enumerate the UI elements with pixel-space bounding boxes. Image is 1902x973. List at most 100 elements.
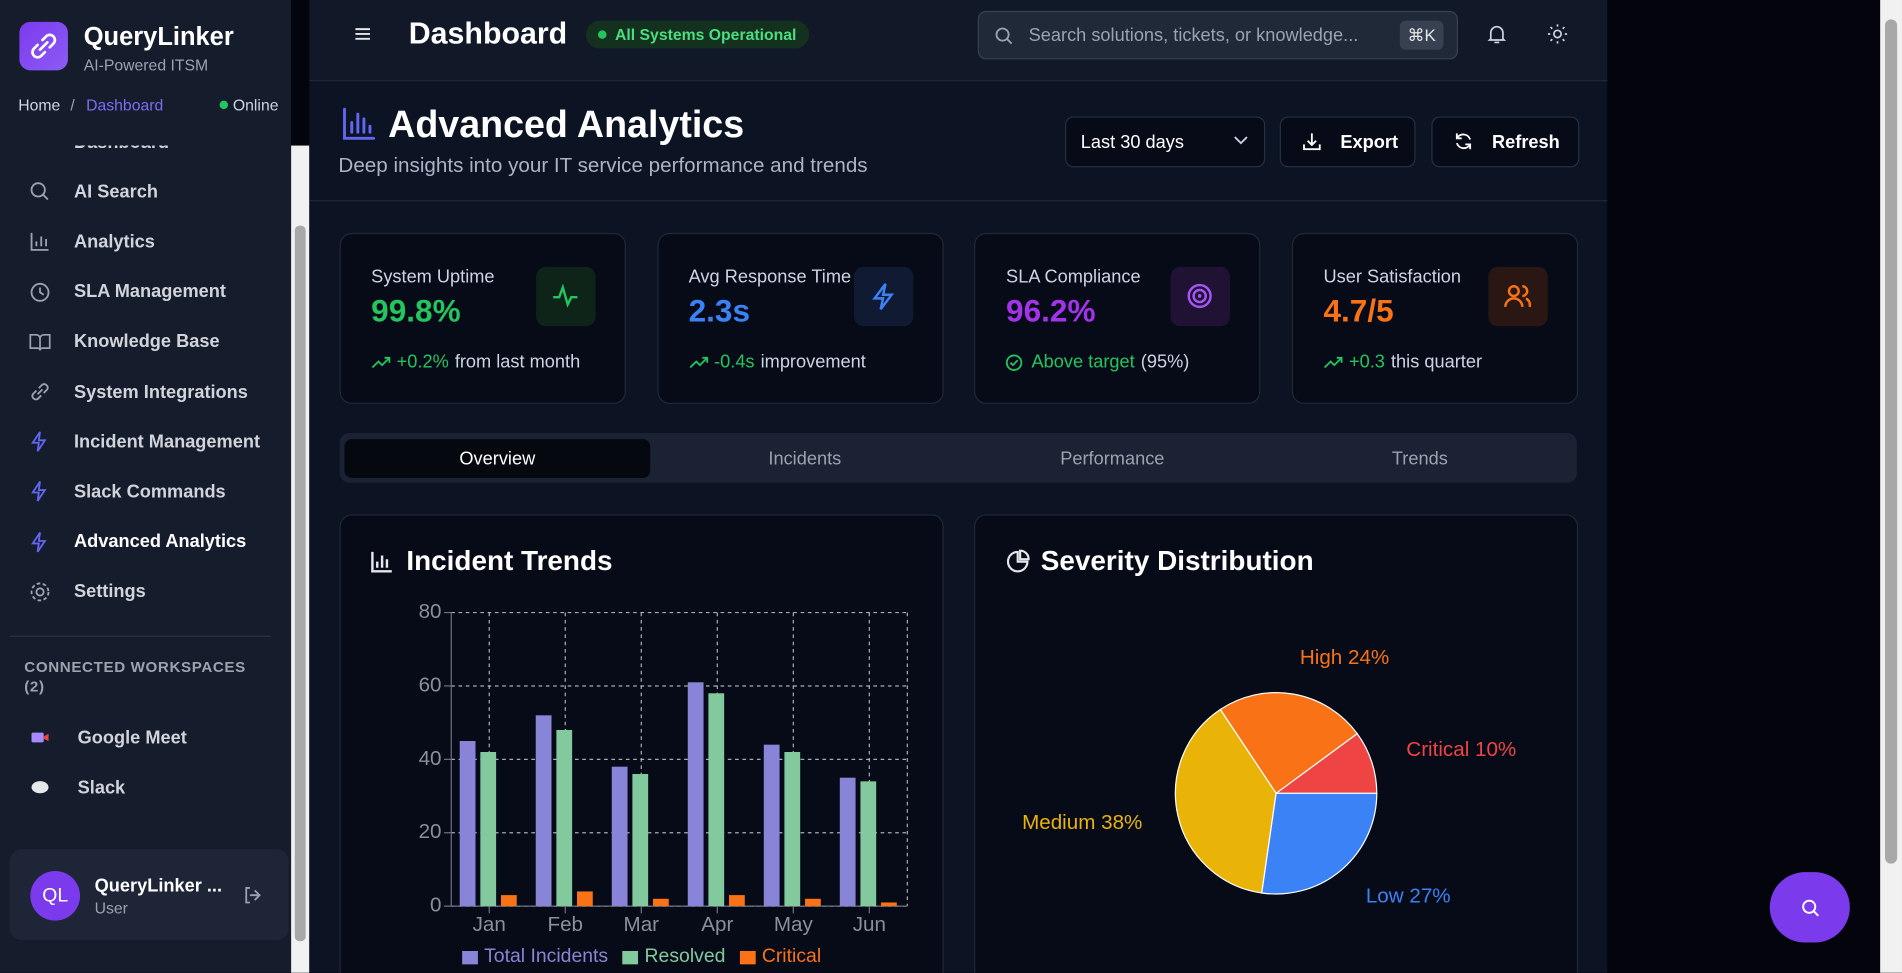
- bar: [784, 752, 801, 907]
- export-label: Export: [1340, 131, 1399, 153]
- nav-item[interactable]: Analytics: [0, 220, 291, 264]
- bar: [763, 744, 780, 907]
- nav-item[interactable]: AI Search: [0, 170, 291, 214]
- stat-note: this quarter: [1390, 351, 1483, 373]
- nav-item[interactable]: Settings: [0, 570, 291, 614]
- workspace-item[interactable]: Slack: [0, 765, 291, 809]
- logo: [19, 21, 68, 71]
- avatar: QL: [30, 870, 81, 921]
- search-fab[interactable]: [1769, 872, 1850, 943]
- nav-label: Advanced Analytics: [73, 531, 247, 553]
- user-role: User: [94, 898, 128, 918]
- stat-note: from last month: [454, 351, 581, 373]
- menu-icon[interactable]: [354, 25, 371, 42]
- logout-icon[interactable]: [243, 885, 262, 904]
- nav-label: AI Search: [73, 181, 158, 203]
- nav-item[interactable]: System Integrations: [0, 370, 291, 414]
- nav-icon: [30, 233, 49, 252]
- tab[interactable]: Overview: [344, 439, 651, 478]
- shortcut-key: ⌘K: [1399, 20, 1444, 50]
- stat-footer: +0.3 this quarter: [1324, 351, 1483, 373]
- workspace-label: Slack: [77, 776, 126, 798]
- stat-footer: Above target (95%): [1006, 351, 1190, 373]
- stat-change: Above target: [1031, 351, 1135, 373]
- nav-icon: [30, 182, 49, 201]
- breadcrumb-separator: /: [70, 95, 75, 115]
- stat-change: +0.3: [1348, 351, 1385, 373]
- icon: [1188, 283, 1213, 309]
- sidebar: QueryLinker AI-Powered ITSM Home / Dashb…: [0, 0, 292, 973]
- legend-item: Resolved: [622, 946, 725, 968]
- pie-slice: [1174, 708, 1277, 894]
- app-tagline: AI-Powered ITSM: [83, 55, 209, 74]
- chart-title: Severity Distribution: [1040, 544, 1314, 577]
- y-tick-label: 40: [419, 747, 442, 770]
- nav-item[interactable]: Dashboard: [0, 146, 291, 164]
- nav-item[interactable]: Knowledge Base: [0, 320, 291, 364]
- bar: [687, 682, 704, 907]
- stat-value: 2.3s: [688, 292, 751, 329]
- trend-icon: [371, 356, 391, 368]
- bar: [535, 715, 552, 907]
- nav-icon: [31, 531, 47, 552]
- nav-label: Dashboard: [74, 146, 169, 153]
- theme-icon[interactable]: [1547, 24, 1568, 44]
- tab[interactable]: Trends: [1391, 448, 1448, 469]
- status-dot: [219, 100, 229, 110]
- y-tick-label: 80: [419, 600, 442, 623]
- stat-card: System Uptime 99.8% +0.2% from last month: [339, 232, 626, 404]
- trend-icon: [689, 356, 708, 368]
- sidebar-scrollbar: [291, 145, 310, 973]
- nav-item[interactable]: Advanced Analytics: [0, 520, 291, 564]
- system-status-text: All Systems Operational: [614, 25, 797, 44]
- page-scrollbar: [1880, 0, 1902, 973]
- nav: Dashboard AI Search Analytics SLA Managemen…: [0, 146, 291, 825]
- scroll-thumb[interactable]: [1885, 19, 1898, 864]
- bell-icon[interactable]: [1487, 24, 1507, 45]
- bar: [839, 777, 856, 907]
- stat-label: SLA Compliance: [1006, 266, 1141, 288]
- trend-icon: [1006, 353, 1023, 371]
- legend-item: Critical: [739, 946, 821, 968]
- search-box[interactable]: Search solutions, tickets, or knowledge.…: [977, 10, 1459, 60]
- chart-title: Incident Trends: [406, 544, 613, 577]
- range-select[interactable]: Last 30 days: [1065, 116, 1266, 168]
- stat-card: Avg Response Time 2.3s -0.4s improvement: [657, 232, 944, 404]
- stat-note: (95%): [1140, 351, 1190, 373]
- export-button[interactable]: Export: [1279, 116, 1416, 168]
- user-card[interactable]: QL QueryLinker ... User: [9, 849, 289, 941]
- legend-swatch: [739, 950, 756, 964]
- bar: [632, 774, 649, 907]
- stat-icon: [536, 266, 596, 327]
- y-tick-label: 60: [419, 673, 442, 696]
- nav-item[interactable]: SLA Management: [0, 270, 291, 314]
- trend-icon: [1324, 356, 1343, 368]
- bar: [459, 740, 476, 907]
- x-tick-label: Feb: [548, 913, 584, 936]
- nav-icon: [29, 333, 51, 351]
- nav-item[interactable]: Incident Management: [0, 420, 291, 464]
- nav-icon: [31, 431, 47, 452]
- online-status: Online: [232, 95, 279, 115]
- y-tick-label: 20: [419, 820, 442, 843]
- nav-item[interactable]: Slack Commands: [0, 470, 291, 514]
- refresh-label: Refresh: [1492, 131, 1560, 153]
- breadcrumb-current[interactable]: Dashboard: [86, 95, 164, 115]
- tab[interactable]: Incidents: [768, 448, 842, 469]
- workspace-icon: [31, 732, 49, 743]
- page-subtitle: Deep insights into your IT service perfo…: [338, 154, 868, 178]
- refresh-button[interactable]: Refresh: [1431, 116, 1580, 168]
- breadcrumb-home[interactable]: Home: [18, 95, 61, 115]
- scroll-thumb[interactable]: [294, 225, 306, 942]
- nav-icon: [30, 582, 50, 602]
- bar: [805, 898, 821, 907]
- search-placeholder: Search solutions, tickets, or knowledge.…: [1028, 25, 1359, 47]
- bar: [480, 752, 497, 907]
- workspace-item[interactable]: Google Meet: [0, 716, 291, 760]
- x-tick-label: Jan: [473, 913, 506, 936]
- system-status: All Systems Operational: [585, 20, 809, 49]
- tab[interactable]: Performance: [1060, 448, 1165, 469]
